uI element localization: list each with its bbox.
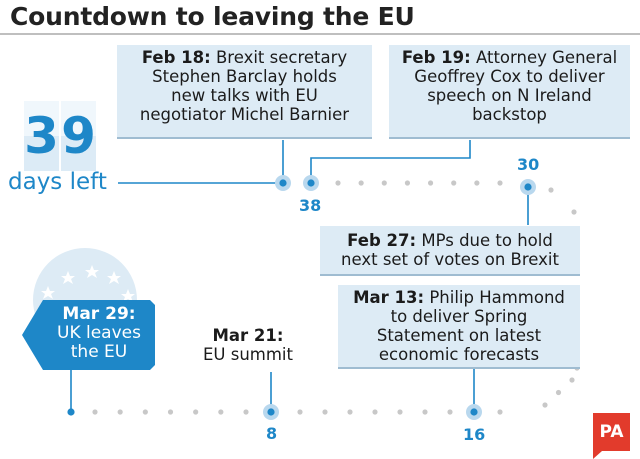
timeline-dot (427, 180, 434, 186)
title-divider (0, 33, 640, 35)
event-card-feb18: Feb 18: Brexit secretary Stephen Barclay… (117, 45, 372, 139)
timeline-dot (92, 409, 98, 415)
event-text: speech on N Ireland (427, 86, 592, 105)
event-card-feb19: Feb 19: Attorney General Geoffrey Cox to… (389, 45, 630, 139)
event-text: the EU (70, 342, 128, 362)
timeline-dot (167, 409, 174, 415)
event-text: new talks with EU (171, 86, 318, 105)
event-text: Philip Hammond (429, 288, 565, 307)
timeline-dot (571, 209, 577, 215)
milestone-30: 30 (517, 155, 540, 174)
event-card-mar29: Mar 29: UK leaves the EU (44, 305, 154, 362)
timeline-dot (404, 180, 411, 186)
event-date: Feb 27: (347, 231, 417, 250)
event-text: economic forecasts (378, 345, 540, 364)
event-date: Mar 21: (212, 326, 284, 345)
timeline-dot (381, 180, 387, 186)
event-date: Mar 13: (353, 288, 425, 307)
timeline-dot (548, 187, 554, 193)
timeline-dot (142, 409, 148, 415)
event-date: Feb 19: (401, 48, 471, 67)
leave-arrow-shape (22, 300, 155, 370)
timeline-dot (117, 409, 123, 415)
marker-16 (466, 404, 482, 420)
timeline-dot (358, 180, 364, 186)
event-text: Brexit secretary (215, 48, 348, 67)
event-card-feb27: Feb 27: MPs due to hold next set of vote… (320, 226, 580, 276)
page-title: Countdown to leaving the EU (10, 2, 415, 31)
event-date: Mar 29: (62, 304, 136, 324)
marker-feb18 (275, 175, 291, 191)
timeline-dot (474, 180, 480, 186)
event-text: Attorney General (476, 48, 618, 67)
timeline-dot (422, 409, 428, 415)
milestone-16: 16 (463, 425, 486, 444)
timeline-dot (447, 409, 453, 415)
milestone-38: 38 (299, 196, 322, 215)
timeline-dot (322, 409, 328, 415)
event-text: negotiator Michel Barnier (139, 105, 350, 124)
timeline-dot (193, 409, 199, 415)
timeline-dot (243, 409, 249, 415)
timeline-dot (451, 180, 457, 186)
marker-38 (303, 175, 319, 191)
event-text: UK leaves (57, 323, 141, 343)
timeline-dot (347, 409, 353, 415)
event-card-mar13: Mar 13: Philip Hammond to deliver Spring… (338, 285, 580, 369)
event-text: backstop (472, 105, 547, 124)
timeline-dot (497, 180, 503, 186)
event-date: Feb 18: (141, 48, 211, 67)
event-text: Stephen Barclay holds (152, 67, 337, 86)
timeline-dot (569, 377, 575, 383)
event-text: EU summit (202, 345, 293, 364)
event-card-mar21: Mar 21: EU summit (193, 323, 303, 371)
timeline-dot (555, 389, 562, 396)
marker-30 (520, 179, 536, 195)
star-icons (41, 265, 135, 302)
event-text: Statement on latest (376, 326, 542, 345)
timeline-dot (397, 409, 403, 415)
pa-logo: PA (593, 413, 630, 459)
counter-digit-tens: 3 (24, 101, 59, 171)
marker-8 (263, 404, 279, 420)
event-text: to deliver Spring (390, 307, 528, 326)
milestone-markers (67, 175, 536, 420)
event-text: MPs due to hold (421, 231, 553, 250)
marker-start (67, 408, 75, 416)
days-left-label: days left (8, 169, 107, 195)
event-text: next set of votes on Brexit (341, 250, 559, 269)
counter-digit-units: 9 (61, 101, 96, 171)
timeline-dot (542, 402, 548, 408)
timeline-dot (218, 409, 224, 415)
event-text: Geoffrey Cox to deliver (414, 67, 605, 86)
timeline-dot (497, 409, 503, 415)
timeline-dot (335, 180, 341, 186)
milestone-8: 8 (266, 424, 278, 443)
timeline-dot (372, 409, 378, 415)
timeline-dot (297, 409, 303, 415)
eu-flag-icon (22, 248, 155, 370)
